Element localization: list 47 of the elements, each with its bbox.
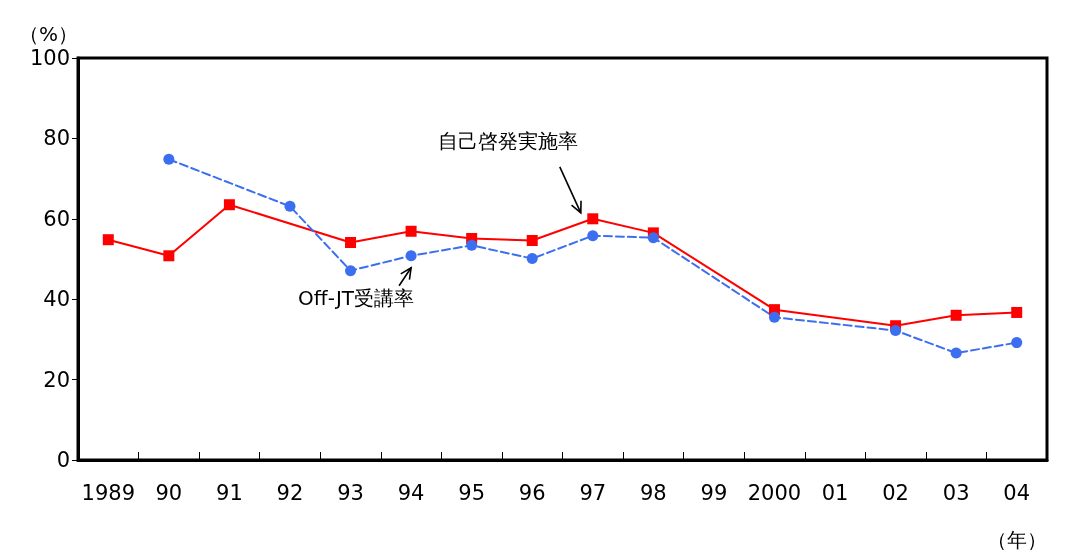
x-tick-label: 99	[700, 480, 728, 505]
y-tick-label: 20	[43, 367, 70, 392]
x-tick-label: 1989	[81, 480, 136, 505]
x-tick-label: 94	[397, 480, 425, 505]
y-tick-label: 40	[43, 287, 70, 312]
x-tick-label: 02	[882, 480, 909, 505]
point	[405, 225, 417, 237]
point	[345, 265, 357, 277]
point	[526, 253, 538, 265]
point	[466, 239, 478, 251]
point	[890, 325, 902, 337]
point	[102, 234, 114, 246]
x-tick-label: 91	[216, 480, 243, 505]
x-tick-label: 90	[155, 480, 183, 505]
point	[345, 237, 357, 249]
x-tick-label: 2000	[747, 480, 802, 505]
y-tick-label: 0	[56, 448, 70, 472]
x-tick-label: 03	[942, 480, 970, 505]
point	[163, 250, 175, 262]
text: 自己啓発実施率	[437, 128, 578, 153]
point	[587, 230, 599, 242]
y-axis-title: （%）	[18, 22, 78, 46]
point	[284, 200, 296, 212]
point	[526, 235, 538, 247]
point	[405, 250, 417, 262]
point	[163, 153, 175, 165]
x-tick-label: 93	[337, 480, 364, 505]
series-label: Off-JT受講率	[298, 285, 415, 310]
y-tick-label: 100	[29, 46, 70, 70]
point	[950, 347, 962, 359]
x-tick-label: 96	[518, 480, 546, 505]
x-tick-label: 04	[1003, 480, 1031, 505]
point	[647, 232, 659, 244]
x-tick-label: 01	[821, 480, 849, 505]
x-tick-label: 92	[276, 480, 304, 505]
point	[950, 309, 962, 321]
point	[587, 213, 599, 225]
y-tick-label: 80	[43, 126, 70, 151]
y-tick-label: 60	[43, 206, 70, 231]
point	[768, 311, 780, 323]
point	[223, 199, 235, 211]
point	[1011, 337, 1023, 349]
point	[1011, 306, 1023, 318]
x-tick-label: 95	[458, 480, 486, 505]
x-tick-label: 98	[639, 480, 667, 505]
x-tick-label: 97	[579, 480, 607, 505]
x-axis-title: （年）	[987, 528, 1047, 552]
